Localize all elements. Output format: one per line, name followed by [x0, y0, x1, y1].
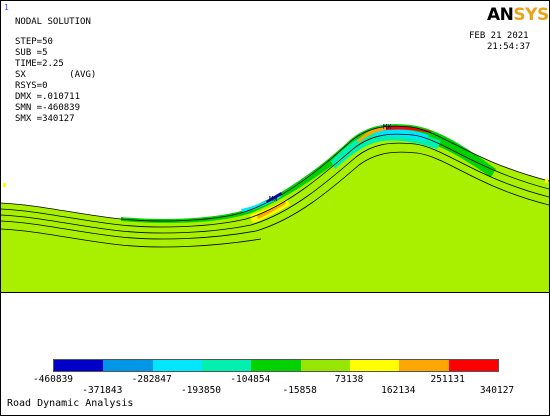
substep-label: SUB =5: [15, 48, 48, 58]
legend-label-bottom: 340127: [479, 385, 515, 396]
layer-line-3: [1, 142, 549, 234]
legend-label-bottom: 162134: [381, 385, 416, 396]
time-label: TIME=2.25: [15, 59, 64, 69]
legend-swatch: [201, 360, 252, 371]
legend-swatch: [54, 360, 104, 371]
min-marker-label: MN: [269, 195, 278, 203]
legend-swatch: [152, 360, 202, 371]
edge-marker-left: [3, 183, 6, 187]
legend-swatch: [251, 360, 301, 371]
legend-label-top: -282847: [131, 374, 172, 385]
contour-band-orange: [357, 127, 386, 143]
legend-label-top: -104854: [230, 374, 271, 385]
layer-line-surface: [1, 125, 549, 222]
component-label: SX (AVG): [15, 70, 97, 80]
step-label: STEP=50: [15, 37, 53, 47]
legend-swatch: [448, 360, 498, 371]
legend-label-top: 251131: [430, 374, 465, 385]
solution-title: NODAL SOLUTION: [15, 17, 91, 27]
ansys-logo: ANSYS: [487, 5, 549, 25]
contour-band-orange-low: [257, 201, 286, 219]
legend-label-bottom: -193850: [180, 385, 222, 396]
contour-band-cyan: [373, 128, 429, 141]
legend-label-bottom: -15858: [282, 385, 317, 396]
layer-line-4: [1, 151, 549, 240]
dmx-label: DMX =.010711: [15, 92, 81, 102]
legend-swatch: [300, 360, 350, 371]
date-label: FEB 21 2021: [469, 31, 529, 41]
smx-label: SMX =340127: [15, 114, 75, 124]
legend-label-top: -460839: [32, 374, 74, 385]
layer-line-5: [1, 228, 262, 248]
smn-label: SMN =-460839: [15, 103, 81, 113]
legend-swatch: [399, 360, 449, 371]
edge-marker-right: [545, 179, 548, 183]
footer-title: Road Dynamic Analysis: [7, 398, 134, 409]
legend-swatch: [349, 360, 400, 371]
max-marker-label: MX: [383, 123, 392, 131]
legend-swatch: [103, 360, 153, 371]
window-number: 1: [4, 3, 9, 12]
layer-line-2: [1, 133, 549, 228]
plot-viewport[interactable]: [1, 1, 549, 293]
color-legend-bar: [53, 359, 499, 372]
contour-band-blue: [266, 192, 282, 203]
legend-label-top: 73138: [334, 374, 364, 385]
rsys-label: RSYS=0: [15, 81, 48, 91]
time-stamp: 21:54:37: [487, 42, 531, 52]
legend-label-bottom: -371843: [82, 385, 123, 396]
plot-divider: [1, 292, 549, 293]
